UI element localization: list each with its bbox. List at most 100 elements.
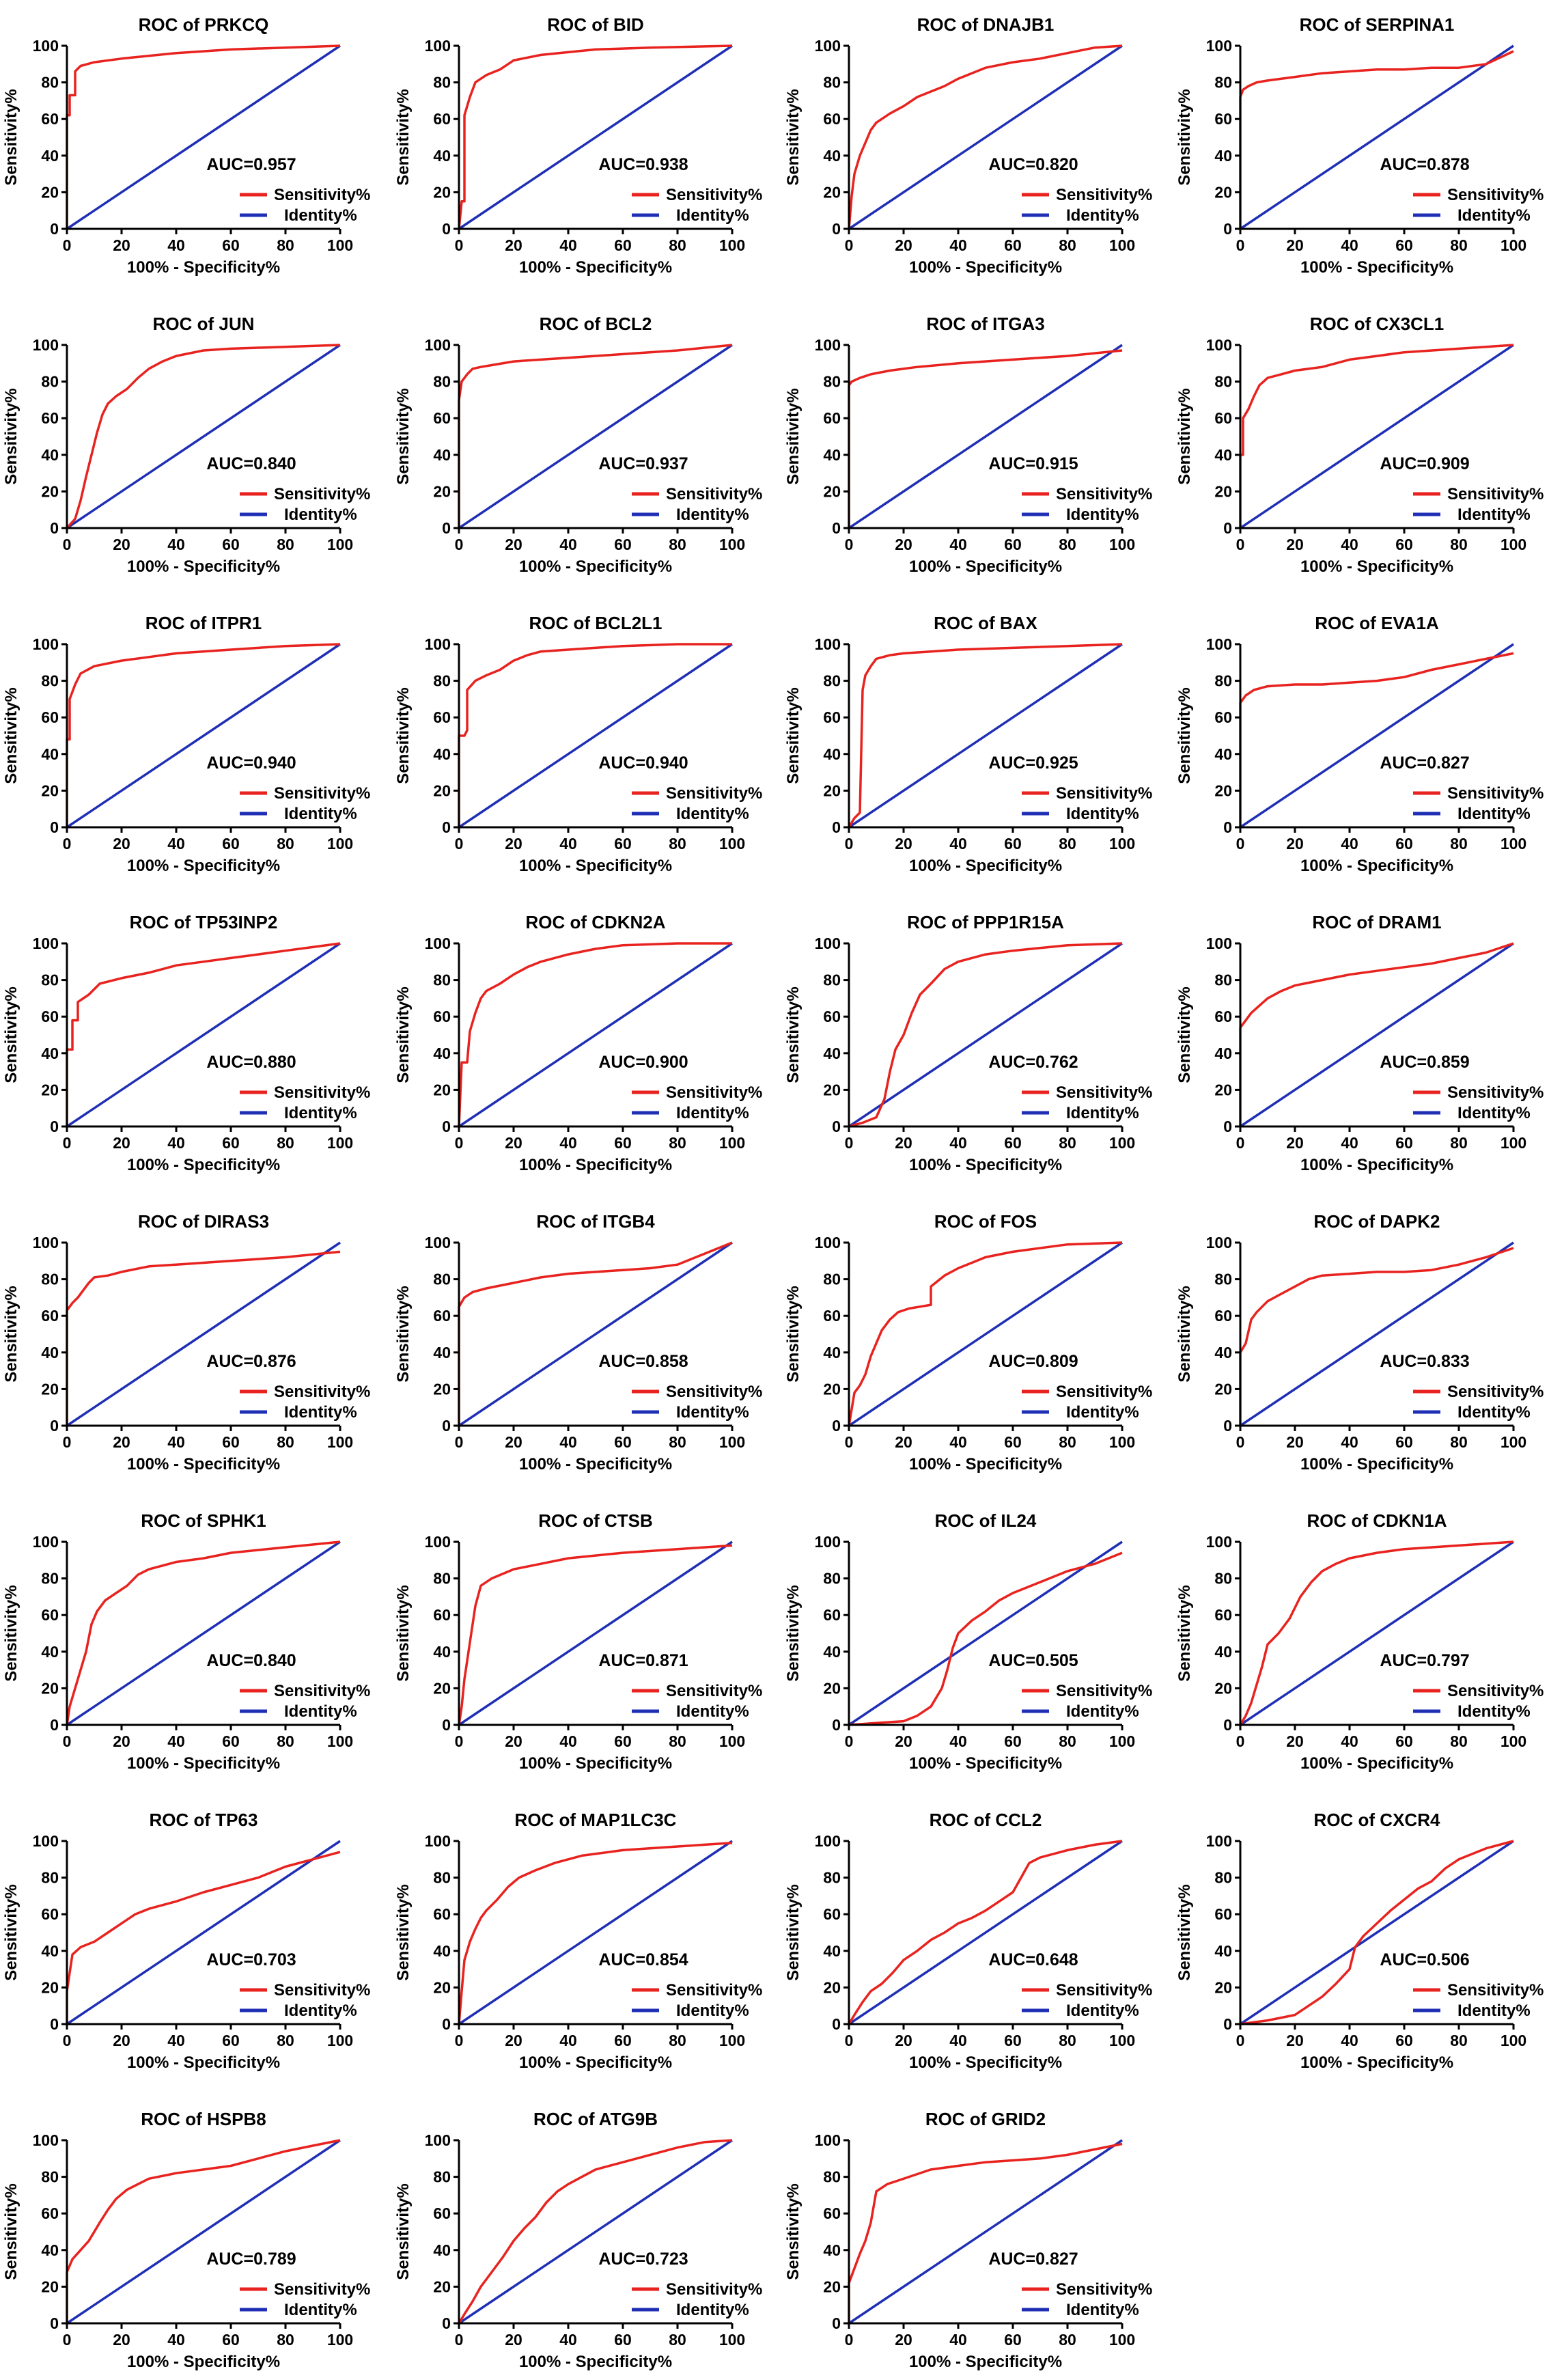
x-axis-label: 100% - Specificity% — [909, 557, 1062, 576]
legend-label-identity: Identity% — [284, 206, 357, 225]
sensitivity-curve — [1239, 1247, 1514, 1426]
y-axis-label: Sensitivity% — [2, 687, 20, 784]
y-tick-label: 100 — [815, 1234, 841, 1251]
x-tick-label: 60 — [222, 835, 240, 853]
panel-title: ROC of SERPINA1 — [1300, 14, 1455, 35]
y-tick-label: 80 — [41, 971, 59, 989]
y-tick-label: 80 — [41, 373, 59, 391]
x-tick-label: 100 — [1109, 1433, 1135, 1451]
y-axis-label: Sensitivity% — [1175, 687, 1194, 784]
panel-title: ROC of EVA1A — [1315, 613, 1439, 633]
panel-title: ROC of DAPK2 — [1314, 1211, 1440, 1232]
auc-label: AUC=0.762 — [988, 1053, 1078, 1072]
x-tick-label: 80 — [1450, 1433, 1468, 1451]
x-tick-label: 80 — [277, 1433, 294, 1451]
panel-title: ROC of BID — [547, 14, 644, 35]
panel-title: ROC of DNAJB1 — [917, 14, 1055, 35]
y-axis-label: Sensitivity% — [784, 2183, 803, 2280]
x-tick-label: 0 — [1236, 536, 1245, 553]
y-tick-label: 0 — [832, 2015, 841, 2033]
y-tick-label: 0 — [442, 1417, 451, 1435]
y-tick-label: 80 — [41, 1570, 59, 1588]
legend-label-sensitivity: Sensitivity% — [1447, 186, 1544, 204]
identity-line — [848, 643, 1123, 829]
y-tick-label: 0 — [442, 2314, 451, 2332]
y-tick-label: 40 — [433, 1643, 451, 1661]
y-tick-label: 40 — [1214, 147, 1232, 165]
x-axis-label: 100% - Specificity% — [909, 1156, 1062, 1174]
y-tick-label: 40 — [823, 1942, 841, 1960]
legend-label-sensitivity: Sensitivity% — [666, 485, 762, 503]
auc-label: AUC=0.871 — [598, 1651, 688, 1670]
y-tick-label: 20 — [1214, 1380, 1232, 1398]
legend-label-identity: Identity% — [676, 1702, 749, 1721]
y-tick-label: 60 — [823, 409, 841, 427]
sensitivity-curve — [66, 344, 341, 529]
x-tick-label: 80 — [669, 236, 686, 254]
sensitivity-curve — [1239, 1540, 1514, 1726]
x-tick-label: 60 — [614, 1134, 632, 1152]
legend-label-identity: Identity% — [284, 1702, 357, 1721]
x-tick-label: 40 — [1341, 1732, 1358, 1750]
legend-label-identity: Identity% — [1066, 805, 1139, 823]
y-tick-label: 60 — [1214, 1008, 1232, 1025]
x-tick-label: 60 — [614, 236, 632, 254]
legend-label-identity: Identity% — [1457, 1403, 1531, 1422]
y-tick-label: 80 — [823, 672, 841, 690]
legend-label-identity: Identity% — [284, 1403, 357, 1422]
y-tick-label: 80 — [41, 2168, 59, 2186]
x-tick-label: 80 — [1059, 1732, 1076, 1750]
legend-label-sensitivity: Sensitivity% — [274, 1682, 370, 1700]
y-tick-label: 0 — [50, 519, 59, 537]
auc-label: AUC=0.723 — [598, 2250, 688, 2269]
x-axis-label: 100% - Specificity% — [1300, 2053, 1453, 2072]
x-axis-label: 100% - Specificity% — [1300, 1455, 1453, 1473]
x-tick-label: 80 — [277, 2032, 294, 2049]
y-tick-label: 0 — [1223, 818, 1232, 836]
y-tick-label: 100 — [33, 2131, 59, 2149]
x-tick-label: 20 — [505, 236, 522, 254]
sensitivity-curve — [458, 1841, 733, 2025]
x-tick-label: 20 — [1286, 1433, 1304, 1451]
x-tick-label: 80 — [1059, 536, 1076, 553]
y-tick-label: 60 — [433, 708, 451, 726]
x-tick-label: 80 — [277, 1732, 294, 1750]
x-tick-label: 20 — [113, 236, 130, 254]
identity-line — [66, 1540, 341, 1726]
y-tick-label: 0 — [832, 1716, 841, 1734]
x-tick-label: 60 — [1004, 1732, 1022, 1750]
x-tick-label: 20 — [1286, 1134, 1304, 1152]
y-tick-label: 100 — [1206, 635, 1232, 653]
x-axis-label: 100% - Specificity% — [519, 2353, 672, 2371]
y-tick-label: 100 — [33, 635, 59, 653]
x-tick-label: 40 — [559, 2331, 577, 2349]
y-tick-label: 60 — [823, 1905, 841, 1923]
y-tick-label: 100 — [425, 37, 451, 55]
legend-label-identity: Identity% — [1066, 2002, 1139, 2020]
x-tick-label: 80 — [669, 2032, 686, 2049]
x-tick-label: 60 — [614, 1433, 632, 1451]
y-tick-label: 80 — [41, 672, 59, 690]
panel-title: ROC of DIRAS3 — [138, 1211, 269, 1232]
sensitivity-curve — [1240, 1840, 1514, 2025]
legend-label-identity: Identity% — [676, 506, 749, 524]
x-tick-label: 0 — [63, 1433, 72, 1451]
auc-label: AUC=0.878 — [1380, 155, 1469, 174]
y-tick-label: 40 — [1214, 1643, 1232, 1661]
y-tick-label: 100 — [1206, 1533, 1232, 1551]
auc-label: AUC=0.915 — [988, 454, 1078, 473]
identity-line — [66, 344, 341, 529]
x-axis-label: 100% - Specificity% — [519, 1754, 672, 1773]
y-tick-label: 40 — [1214, 745, 1232, 763]
x-tick-label: 80 — [1450, 1134, 1468, 1152]
auc-label: AUC=0.809 — [988, 1352, 1078, 1371]
x-tick-label: 80 — [1059, 2331, 1076, 2349]
identity-line — [458, 643, 733, 829]
x-axis-label: 100% - Specificity% — [519, 1156, 672, 1174]
x-tick-label: 0 — [1236, 236, 1245, 254]
x-tick-label: 20 — [1286, 1732, 1304, 1750]
x-tick-label: 60 — [222, 1732, 240, 1750]
x-tick-label: 100 — [1109, 1732, 1135, 1750]
y-axis-label: Sensitivity% — [394, 89, 413, 185]
x-tick-label: 20 — [113, 1134, 130, 1152]
